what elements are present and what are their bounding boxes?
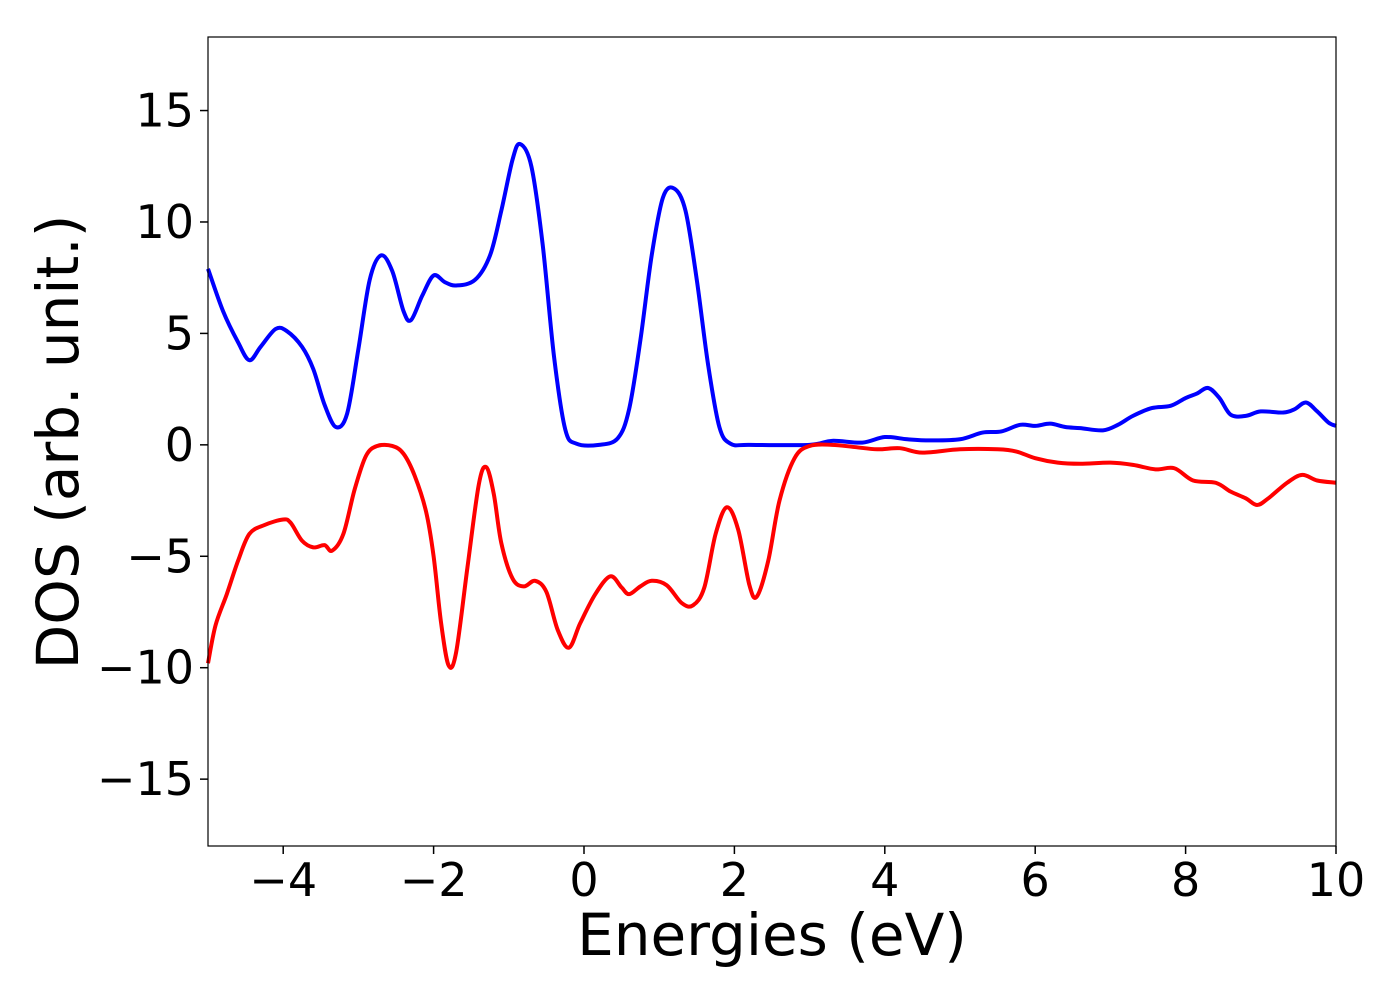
series-layer	[206, 141, 1337, 670]
y-tick-label: 0	[165, 418, 194, 472]
y-tick-label: 10	[135, 195, 194, 249]
x-tick-label: 4	[870, 853, 899, 907]
plot-frame	[207, 36, 1337, 847]
x-tick-label: 0	[569, 853, 598, 907]
x-axis: −4 −2 0 2 4 6 8 10	[249, 846, 1365, 907]
y-axis-label: DOS (arb. unit.)	[24, 215, 92, 670]
series-line-2	[206, 442, 1337, 670]
y-tick-label: −5	[126, 529, 194, 583]
x-axis-label: Energies (eV)	[577, 901, 967, 969]
x-tick-label: 10	[1307, 853, 1366, 907]
x-tick-label: −4	[249, 853, 317, 907]
y-tick-label: 5	[165, 306, 194, 360]
x-tick-label: 2	[720, 853, 749, 907]
y-tick-label: −15	[97, 752, 194, 806]
series-line-1	[206, 141, 1337, 448]
y-axis: −15 −10 −5 0 5 10 15	[97, 84, 208, 806]
y-tick-label: −10	[97, 641, 194, 695]
x-tick-label: 6	[1021, 853, 1050, 907]
y-tick-label: 15	[135, 84, 194, 138]
x-tick-label: 8	[1171, 853, 1200, 907]
x-tick-label: −2	[400, 853, 468, 907]
